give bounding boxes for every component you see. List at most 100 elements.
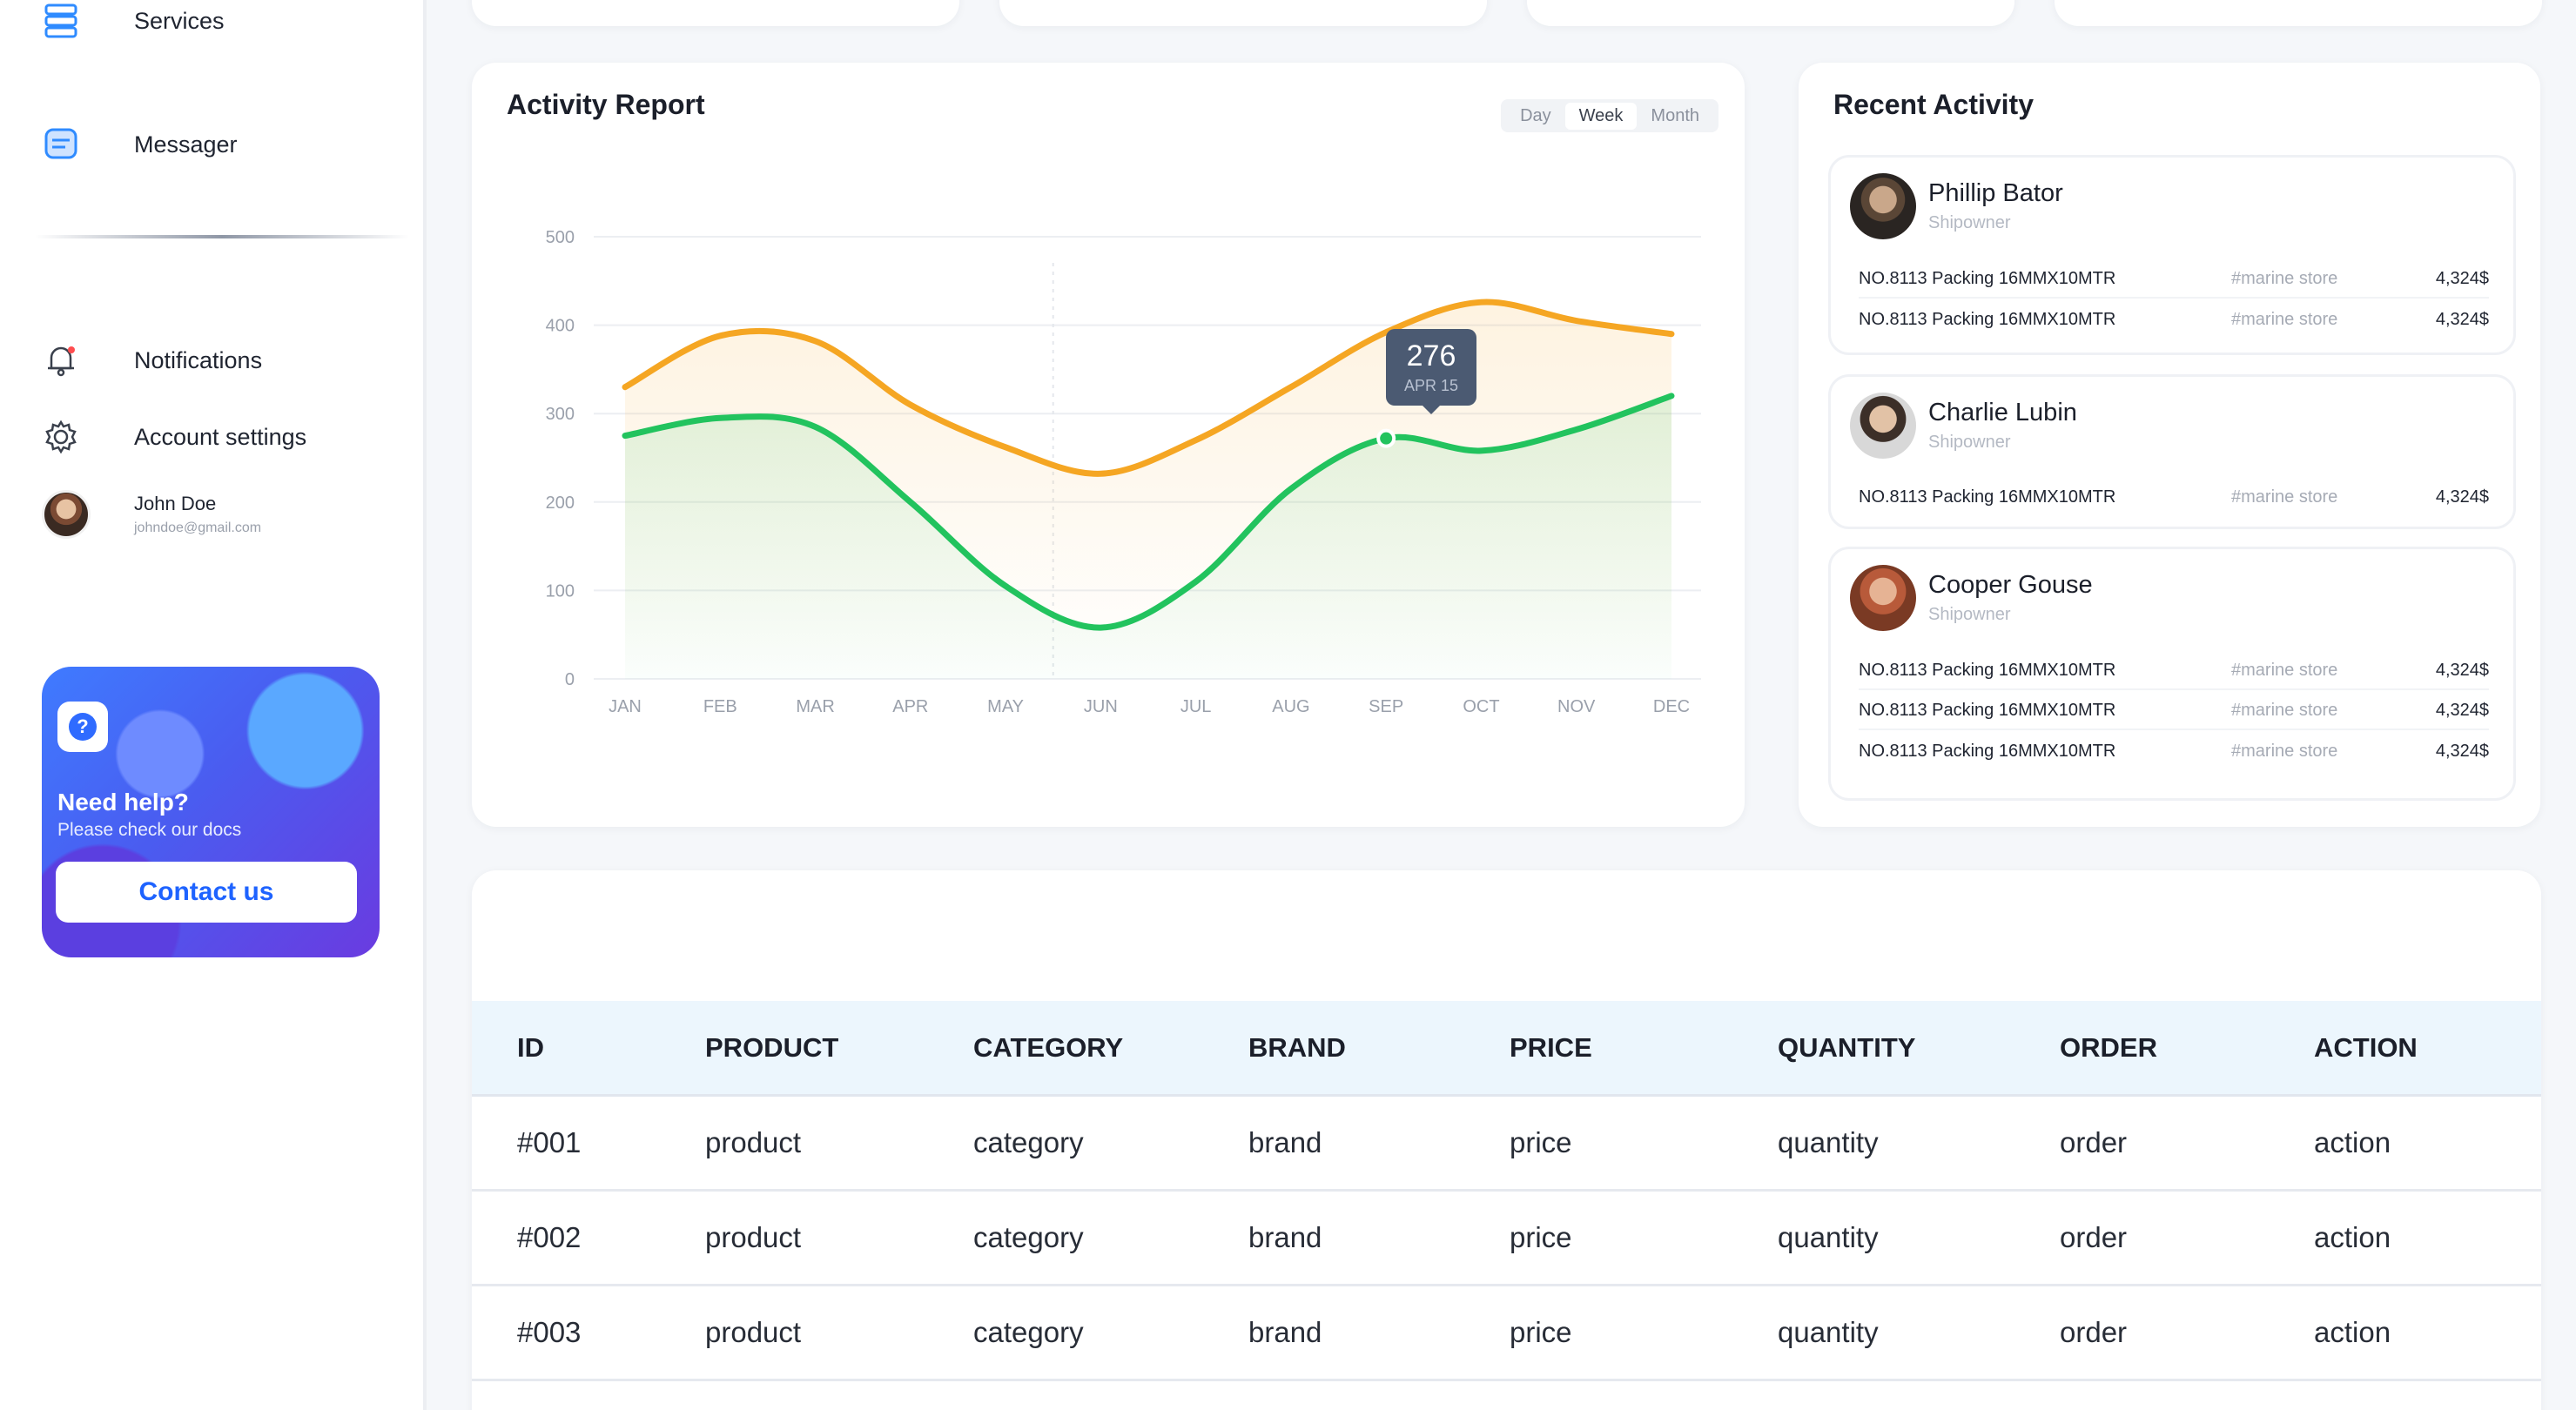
entry-role: Shipowner <box>1928 605 2011 624</box>
list-item: NO.8113 Packing 16MMX10MTR #marine store… <box>1859 478 2489 516</box>
tooltip-value: 276 <box>1407 339 1456 373</box>
list-item: NO.8113 Packing 16MMX10MTR #marine store… <box>1859 300 2489 339</box>
server-icon <box>42 2 80 40</box>
stat-card <box>999 0 1487 26</box>
sidebar-item-notifications[interactable]: Notifications <box>42 341 262 379</box>
chart-tooltip: 276 APR 15 <box>1386 329 1476 414</box>
cell-category: category <box>973 1316 1084 1348</box>
item-price: 4,324$ <box>2435 700 2489 720</box>
bell-icon <box>42 341 80 379</box>
range-selector: Day Week Month <box>1501 99 1718 132</box>
item-store: #marine store <box>2231 268 2338 288</box>
stat-card <box>472 0 959 26</box>
x-tick-label: AUG <box>1272 697 1309 716</box>
cell-quantity: quantity <box>1778 1221 1879 1253</box>
table-row[interactable]: #003 product category brand price quanti… <box>472 1286 2541 1381</box>
x-tick-label: NOV <box>1557 697 1596 716</box>
col-price[interactable]: PRICE <box>1510 1031 1592 1063</box>
sidebar-item-messager[interactable]: Messager <box>42 125 238 164</box>
avatar <box>1850 393 1916 459</box>
table-row[interactable]: #001 product category brand price quanti… <box>472 1097 2541 1192</box>
entry-role: Shipowner <box>1928 433 2011 452</box>
recent-activity-card: Recent Activity Phillip Bator Shipowner … <box>1799 63 2540 827</box>
x-tick-label: MAY <box>987 697 1024 716</box>
cell-action[interactable]: action <box>2314 1221 2391 1253</box>
cell-price: price <box>1510 1316 1572 1348</box>
col-category[interactable]: CATEGORY <box>973 1031 1124 1063</box>
sidebar-item-services[interactable]: Services <box>42 2 225 40</box>
item-desc: NO.8113 Packing 16MMX10MTR <box>1859 487 2116 507</box>
cell-id: #001 <box>517 1126 582 1158</box>
x-tick-label: JAN <box>609 697 642 716</box>
series-line <box>622 299 1675 477</box>
avatar <box>1850 565 1916 631</box>
y-tick-label: 500 <box>546 228 575 247</box>
col-quantity[interactable]: QUANTITY <box>1778 1031 1916 1063</box>
x-tick-label: MAR <box>796 697 834 716</box>
cell-product: product <box>705 1316 802 1348</box>
gear-icon <box>42 418 80 456</box>
sidebar-item-label: Services <box>134 7 225 34</box>
cell-brand: brand <box>1248 1221 1322 1253</box>
item-price: 4,324$ <box>2435 268 2489 288</box>
avatar <box>42 490 91 539</box>
series-area <box>625 395 1671 679</box>
recent-activity-title: Recent Activity <box>1833 89 2034 120</box>
item-price: 4,324$ <box>2435 660 2489 680</box>
x-tick-label: JUL <box>1180 697 1212 716</box>
sidebar-divider <box>35 235 409 238</box>
activity-entry[interactable]: Cooper Gouse Shipowner NO.8113 Packing 1… <box>1828 547 2516 801</box>
sidebar-item-account-settings[interactable]: Account settings <box>42 418 306 456</box>
sidebar: Services Messager Notifications Account … <box>0 0 427 1410</box>
cell-action[interactable]: action <box>2314 1316 2391 1348</box>
item-store: #marine store <box>2231 660 2338 680</box>
item-store: #marine store <box>2231 700 2338 720</box>
user-profile[interactable]: John Doe johndoe@gmail.com <box>42 490 261 539</box>
y-tick-label: 100 <box>546 581 575 601</box>
col-brand[interactable]: BRAND <box>1248 1031 1346 1063</box>
col-id[interactable]: ID <box>517 1031 544 1063</box>
cell-order: order <box>2060 1316 2128 1348</box>
cell-id: #002 <box>517 1221 582 1253</box>
cell-quantity: quantity <box>1778 1126 1879 1158</box>
cell-action[interactable]: action <box>2314 1126 2391 1158</box>
cell-brand: brand <box>1248 1126 1322 1158</box>
item-desc: NO.8113 Packing 16MMX10MTR <box>1859 309 2116 329</box>
table-row[interactable]: #002 product category brand price quanti… <box>472 1192 2541 1286</box>
sidebar-item-label: Account settings <box>134 423 307 450</box>
item-desc: NO.8113 Packing 16MMX10MTR <box>1859 660 2116 680</box>
x-tick-label: DEC <box>1653 697 1690 716</box>
cell-id: #003 <box>517 1316 582 1348</box>
cell-quantity: quantity <box>1778 1316 1879 1348</box>
item-store: #marine store <box>2231 487 2338 507</box>
item-desc: NO.8113 Packing 16MMX10MTR <box>1859 700 2116 720</box>
avatar <box>1850 173 1916 239</box>
help-subtitle: Please check our docs <box>57 820 242 840</box>
sidebar-item-label: Messager <box>134 131 238 158</box>
stat-card <box>2055 0 2542 26</box>
cell-brand: brand <box>1248 1316 1322 1348</box>
item-store: #marine store <box>2231 741 2338 761</box>
range-week[interactable]: Week <box>1564 102 1638 130</box>
activity-report-card: Activity Report Day Week Month 500 400 300… <box>472 63 1745 827</box>
col-product[interactable]: PRODUCT <box>705 1031 839 1063</box>
contact-us-button[interactable]: Contact us <box>56 862 357 923</box>
y-tick-label: 300 <box>546 405 575 424</box>
activity-entry[interactable]: Charlie Lubin Shipowner NO.8113 Packing … <box>1828 374 2516 529</box>
col-action[interactable]: ACTION <box>2314 1031 2418 1063</box>
cell-price: price <box>1510 1126 1572 1158</box>
range-month[interactable]: Month <box>1651 105 1699 125</box>
highlight-point <box>1376 428 1396 448</box>
activity-report-title: Activity Report <box>507 89 705 120</box>
x-tick-label: APR <box>892 697 928 716</box>
x-tick-label: FEB <box>703 697 737 716</box>
cell-product: product <box>705 1126 802 1158</box>
activity-entry[interactable]: Phillip Bator Shipowner NO.8113 Packing … <box>1828 155 2516 355</box>
table-header: ID PRODUCT CATEGORY BRAND PRICE QUANTITY… <box>472 1001 2541 1097</box>
item-desc: NO.8113 Packing 16MMX10MTR <box>1859 741 2116 761</box>
cell-order: order <box>2060 1221 2128 1253</box>
list-item: NO.8113 Packing 16MMX10MTR #marine store… <box>1859 732 2489 770</box>
range-day[interactable]: Day <box>1520 105 1551 125</box>
cell-category: category <box>973 1126 1084 1158</box>
col-order[interactable]: ORDER <box>2060 1031 2157 1063</box>
